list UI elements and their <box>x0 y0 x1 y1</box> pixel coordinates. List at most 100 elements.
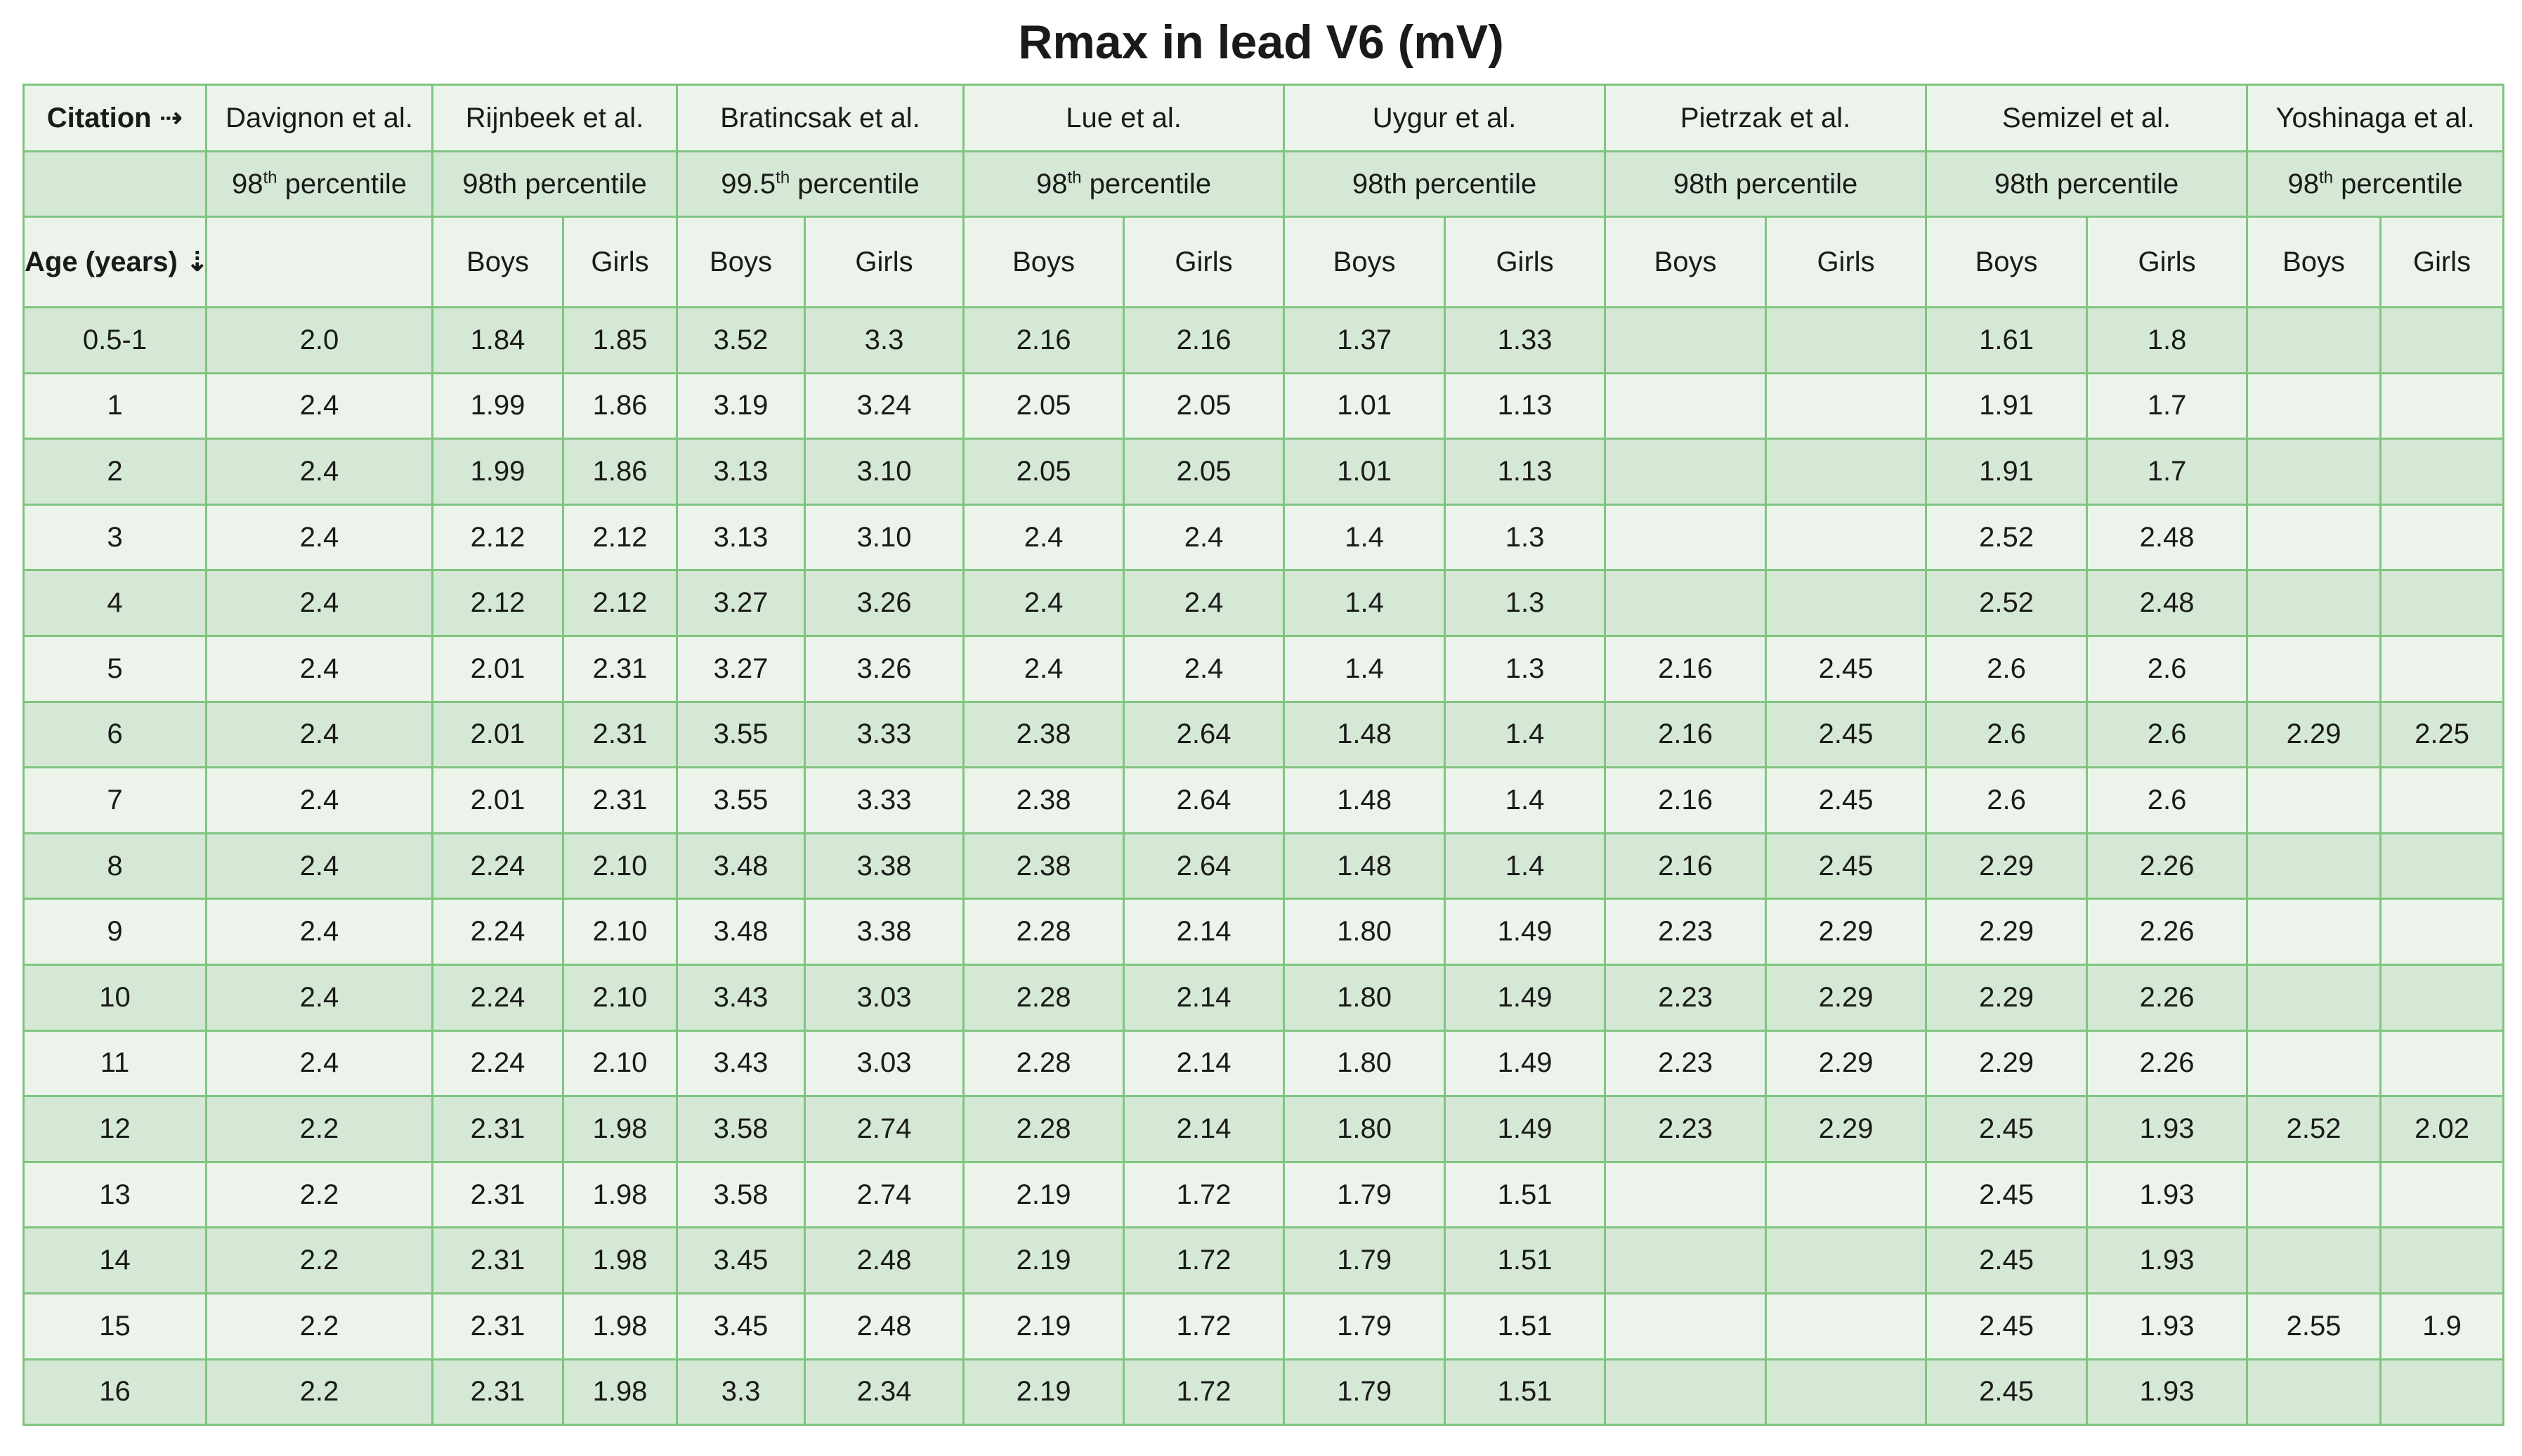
value-cell: 2.31 <box>431 1358 564 1427</box>
age-cell: 9 <box>22 898 207 966</box>
value-cell: 2.2 <box>205 1160 433 1229</box>
citation-cell: Rijnbeek et al. <box>431 84 679 152</box>
value-cell: 2.29 <box>1765 898 1928 966</box>
value-cell: 2.45 <box>1925 1292 2089 1360</box>
value-cell: 2.4 <box>1123 569 1286 637</box>
value-cell <box>2379 372 2505 440</box>
value-cell: 2.28 <box>962 1095 1125 1163</box>
value-cell: 1.91 <box>1925 372 2089 440</box>
value-cell: 1.3 <box>1444 634 1607 703</box>
value-cell: 2.38 <box>962 700 1125 769</box>
value-cell: 1.51 <box>1444 1160 1607 1229</box>
value-cell <box>1604 438 1768 506</box>
value-cell: 2.28 <box>962 963 1125 1032</box>
value-cell: 1.86 <box>561 372 679 440</box>
value-cell: 2.31 <box>431 1095 564 1163</box>
value-cell: 2.64 <box>1123 832 1286 900</box>
value-cell <box>2379 832 2505 900</box>
value-cell: 2.12 <box>561 569 679 637</box>
percentile-cell: 98th percentile <box>2246 150 2505 218</box>
value-cell: 2.05 <box>962 372 1125 440</box>
value-cell <box>1765 1292 1928 1360</box>
value-cell: 2.01 <box>431 634 564 703</box>
value-cell: 2.16 <box>1604 634 1768 703</box>
value-cell <box>1765 503 1928 572</box>
table-row: 5 2.4 2.01 2.31 3.27 3.26 2.4 2.4 1.4 1.3 2.16 2.45… <box>22 634 2505 703</box>
value-cell: 2.10 <box>561 963 679 1032</box>
percentile-row: 98th percentile 98th percentile 99.5th p… <box>22 150 2505 218</box>
value-cell: 1.49 <box>1444 1095 1607 1163</box>
value-cell: 1.98 <box>561 1160 679 1229</box>
age-cell: 0.5-1 <box>22 306 207 374</box>
value-cell <box>1604 1358 1768 1427</box>
value-cell: 3.43 <box>676 1029 806 1098</box>
value-cell <box>1765 438 1928 506</box>
value-cell: 2.12 <box>431 569 564 637</box>
value-cell: 1.7 <box>2086 438 2249 506</box>
value-cell <box>2379 766 2505 834</box>
value-cell: 1.80 <box>1283 1029 1446 1098</box>
value-cell: 3.10 <box>804 438 965 506</box>
rmax-table: Citation ⇢ Davignon et al. Rijnbeek et a… <box>22 84 2505 1427</box>
value-cell: 2.52 <box>2246 1095 2382 1163</box>
value-cell: 2.05 <box>962 438 1125 506</box>
value-cell: 2.52 <box>1925 569 2089 637</box>
value-cell: 2.45 <box>1925 1358 2089 1427</box>
value-cell: 1.79 <box>1283 1292 1446 1360</box>
value-cell: 1.72 <box>1123 1226 1286 1294</box>
value-cell: 2.4 <box>205 766 433 834</box>
value-cell: 3.38 <box>804 898 965 966</box>
percentile-cell: 99.5th percentile <box>676 150 965 218</box>
value-cell: 2.4 <box>205 634 433 703</box>
value-cell: 1.01 <box>1283 372 1446 440</box>
value-cell: 2.74 <box>804 1160 965 1229</box>
value-cell <box>1765 1226 1928 1294</box>
percentile-cell: 98th percentile <box>1283 150 1607 218</box>
value-cell: 2.4 <box>205 438 433 506</box>
value-cell: 1.49 <box>1444 963 1607 1032</box>
value-cell: 2.2 <box>205 1095 433 1163</box>
sex-cell: Boys <box>962 216 1125 308</box>
value-cell <box>2379 1160 2505 1229</box>
value-cell: 2.14 <box>1123 1029 1286 1098</box>
age-cell: 6 <box>22 700 207 769</box>
value-cell: 1.98 <box>561 1292 679 1360</box>
value-cell: 2.52 <box>1925 503 2089 572</box>
age-cell: 15 <box>22 1292 207 1360</box>
value-cell: 3.52 <box>676 306 806 374</box>
value-cell: 2.45 <box>1765 634 1928 703</box>
value-cell: 2.23 <box>1604 1095 1768 1163</box>
value-cell: 3.58 <box>676 1160 806 1229</box>
table-row: 3 2.4 2.12 2.12 3.13 3.10 2.4 2.4 1.4 1.3 2.52 2.48 <box>22 503 2505 572</box>
value-cell <box>2246 1029 2382 1098</box>
value-cell <box>1765 569 1928 637</box>
age-cell: 5 <box>22 634 207 703</box>
value-cell: 2.64 <box>1123 766 1286 834</box>
sex-row: Age (years) ⇣ Boys Girls Boys Girls Boys… <box>22 216 2505 308</box>
value-cell: 1.48 <box>1283 700 1446 769</box>
value-cell <box>2379 569 2505 637</box>
table-body: 0.5-1 2.0 1.84 1.85 3.52 3.3 2.16 2.16 1.37 1.33 1… <box>22 306 2505 1427</box>
value-cell <box>1604 1292 1768 1360</box>
value-cell <box>1765 372 1928 440</box>
value-cell: 2.01 <box>431 700 564 769</box>
value-cell: 2.38 <box>962 832 1125 900</box>
value-cell: 1.72 <box>1123 1160 1286 1229</box>
value-cell: 2.6 <box>2086 634 2249 703</box>
value-cell: 3.3 <box>804 306 965 374</box>
value-cell: 2.31 <box>561 634 679 703</box>
percentile-cell: 98th percentile <box>205 150 433 218</box>
value-cell: 2.0 <box>205 306 433 374</box>
value-cell: 1.51 <box>1444 1226 1607 1294</box>
value-cell: 1.72 <box>1123 1292 1286 1360</box>
value-cell: 1.4 <box>1444 700 1607 769</box>
citation-cell: Lue et al. <box>962 84 1286 152</box>
value-cell: 2.05 <box>1123 438 1286 506</box>
value-cell: 2.55 <box>2246 1292 2382 1360</box>
value-cell: 2.16 <box>962 306 1125 374</box>
age-cell: 16 <box>22 1358 207 1427</box>
value-cell: 1.4 <box>1444 832 1607 900</box>
value-cell: 3.55 <box>676 700 806 769</box>
value-cell: 1.61 <box>1925 306 2089 374</box>
value-cell: 1.01 <box>1283 438 1446 506</box>
